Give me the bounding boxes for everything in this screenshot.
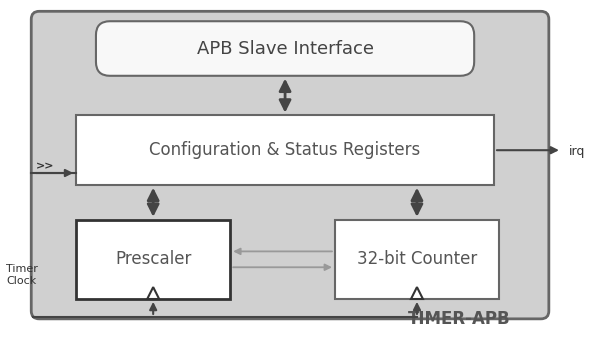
Polygon shape xyxy=(411,287,423,299)
Polygon shape xyxy=(147,287,159,299)
Bar xyxy=(76,220,230,299)
Bar xyxy=(76,116,494,185)
Text: APB Slave Interface: APB Slave Interface xyxy=(197,40,374,57)
Text: Configuration & Status Registers: Configuration & Status Registers xyxy=(149,141,421,159)
FancyBboxPatch shape xyxy=(96,21,474,76)
Text: >>: >> xyxy=(36,161,55,171)
Text: TIMER-APB: TIMER-APB xyxy=(408,310,511,328)
Text: Timer
Clock: Timer Clock xyxy=(7,264,38,286)
Text: irq: irq xyxy=(569,145,585,158)
Bar xyxy=(335,220,499,299)
Text: 32-bit Counter: 32-bit Counter xyxy=(357,250,477,268)
FancyBboxPatch shape xyxy=(31,11,549,319)
Text: Prescaler: Prescaler xyxy=(115,250,191,268)
